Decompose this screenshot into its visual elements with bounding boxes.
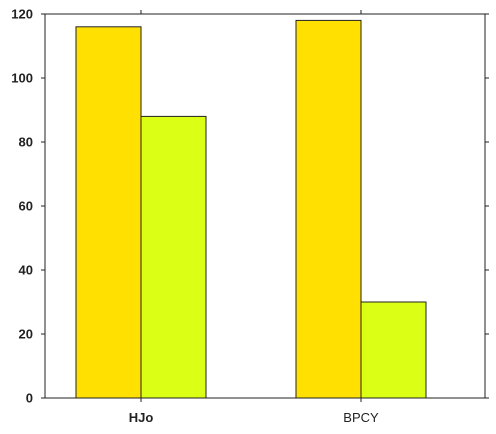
x-tick-label-hjo: HJo	[129, 410, 154, 425]
bars-layer	[75, 19, 427, 399]
labels-layer: 0 20 40 60 80 100 120 HJo BPCY	[11, 7, 379, 426]
bar-hjo-series-2	[140, 115, 207, 399]
bar-bpcy-series-1	[295, 19, 362, 399]
axes-layer	[41, 10, 489, 402]
y-tick-label-20: 20	[19, 327, 33, 342]
y-tick-label-80: 80	[19, 135, 33, 150]
y-tick-label-120: 120	[11, 7, 33, 22]
bar-hjo-series-1	[75, 26, 142, 399]
bar-bpcy-series-2	[360, 301, 427, 399]
y-tick-label-100: 100	[11, 71, 33, 86]
x-tick-label-bpcy: BPCY	[343, 410, 379, 425]
y-tick-label-0: 0	[26, 391, 33, 406]
y-tick-label-60: 60	[19, 199, 33, 214]
y-tick-label-40: 40	[19, 263, 33, 278]
